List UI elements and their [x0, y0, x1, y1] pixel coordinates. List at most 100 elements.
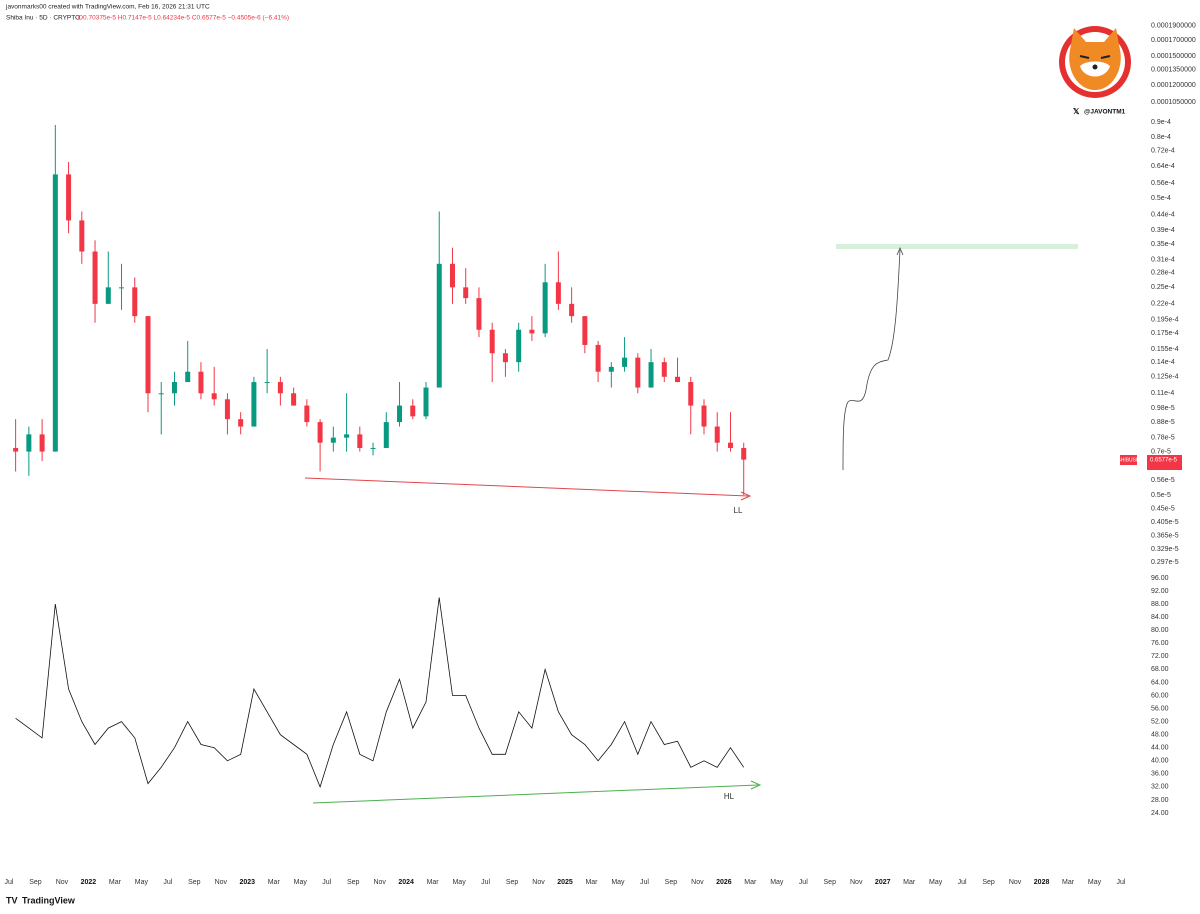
y-tick-label: 72.00 [1151, 653, 1169, 660]
candle-body [648, 362, 654, 388]
x-tick-label: 2022 [81, 879, 97, 886]
x-tick-label: 2026 [716, 879, 732, 886]
y-tick-label: 0.35e-4 [1151, 241, 1175, 248]
rsi-trend-arrow [750, 780, 762, 790]
candle-body [714, 426, 720, 443]
x-tick-label: 2023 [239, 879, 255, 886]
price-trend-line [304, 477, 749, 497]
rsi-line [15, 597, 745, 789]
y-tick-label: 0.195e-4 [1151, 316, 1179, 323]
tv-mark: TV [6, 895, 18, 905]
y-tick-label: 0.297e-5 [1151, 559, 1179, 566]
y-tick-label: 0.56e-4 [1151, 180, 1175, 187]
symbol-line: Shiba Inu · 5D · CRYPTO [6, 15, 80, 22]
x-tick-label: May [770, 879, 784, 886]
y-tick-label: 0.7e-5 [1151, 448, 1171, 455]
candle-body [291, 393, 297, 406]
candle-body [529, 329, 535, 334]
candle-body [675, 376, 681, 383]
x-tick-label: Mar [585, 879, 598, 886]
y-tick-label: 44.00 [1151, 745, 1169, 752]
candle-body [119, 287, 125, 289]
candle-body [105, 287, 111, 304]
y-tick-label: 36.00 [1151, 771, 1169, 778]
candle-body [542, 282, 548, 334]
y-tick-label: 0.155e-4 [1151, 346, 1179, 353]
x-tick-label: May [1088, 879, 1102, 886]
candle-body [516, 329, 522, 363]
y-tick-label: 56.00 [1151, 705, 1169, 712]
candle-body [502, 353, 508, 363]
projection-arrow [896, 246, 904, 256]
candle-body [661, 362, 667, 377]
y-tick-label: 0.8e-4 [1151, 134, 1171, 141]
y-tick-label: 0.329e-5 [1151, 546, 1179, 553]
x-tick-label: Sep [982, 879, 995, 886]
y-tick-label: 0.44e-4 [1151, 211, 1175, 218]
x-tick-label: Sep [824, 879, 837, 886]
y-tick-label: 0.0001500000 [1151, 53, 1196, 60]
x-tick-label: Nov [56, 879, 69, 886]
candle-body [688, 382, 694, 406]
candle-body [251, 382, 257, 427]
price-tag-value: 0.6577e-5 [1150, 458, 1178, 464]
x-tick-label: Jul [799, 879, 808, 886]
x-tick-label: Nov [532, 879, 545, 886]
x-tick-label: Nov [691, 879, 704, 886]
x-tick-label: Sep [506, 879, 519, 886]
y-tick-label: 0.25e-4 [1151, 284, 1175, 291]
y-tick-label: 0.88e-5 [1151, 419, 1175, 426]
candle-body [317, 422, 323, 443]
y-tick-label: 0.22e-4 [1151, 301, 1175, 308]
x-tick-label: Jul [163, 879, 172, 886]
x-tick-label: 2024 [398, 879, 414, 886]
candle-body [595, 344, 601, 372]
x-tick-label: Sep [29, 879, 42, 886]
y-tick-label: 76.00 [1151, 640, 1169, 647]
brand: TradingView [22, 895, 76, 905]
candle-body [198, 371, 204, 394]
candle-body [224, 399, 230, 420]
candle-body [238, 419, 244, 427]
y-tick-label: 28.00 [1151, 797, 1169, 804]
x-tick-label: Jul [322, 879, 331, 886]
x-tick-label: 2027 [875, 879, 891, 886]
candle-body [211, 393, 217, 400]
candle-body [463, 287, 469, 299]
y-tick-label: 0.78e-5 [1151, 434, 1175, 441]
x-tick-label: Mar [268, 879, 281, 886]
candle-body [92, 251, 98, 304]
x-tick-label: Jul [1117, 879, 1126, 886]
x-tick-label: Nov [215, 879, 228, 886]
x-tick-label: Mar [1062, 879, 1075, 886]
x-tick-label: Nov [1009, 879, 1022, 886]
candle-body [39, 434, 45, 452]
x-tick-label: Mar [903, 879, 916, 886]
candle-body [171, 382, 177, 394]
y-tick-label: 68.00 [1151, 666, 1169, 673]
candle-body [741, 447, 747, 460]
y-tick-label: 24.00 [1151, 810, 1169, 817]
y-tick-label: 40.00 [1151, 758, 1169, 765]
y-tick-label: 80.00 [1151, 627, 1169, 634]
candle-body [277, 382, 283, 394]
x-tick-label: Nov [373, 879, 386, 886]
x-tick-label: Mar [427, 879, 440, 886]
candle-body [436, 263, 442, 388]
ll-label: LL [734, 506, 743, 515]
y-tick-label: 0.14e-4 [1151, 359, 1175, 366]
candle-body [66, 174, 72, 221]
candle-body [727, 442, 733, 448]
y-tick-label: 0.175e-4 [1151, 330, 1179, 337]
candle-body [476, 298, 482, 330]
x-icon: 𝕏 [1073, 107, 1080, 116]
candle-body [304, 405, 310, 423]
y-tick-label: 88.00 [1151, 601, 1169, 608]
x-tick-label: Jul [481, 879, 490, 886]
x-tick-label: 2028 [1034, 879, 1050, 886]
y-tick-label: 0.39e-4 [1151, 227, 1175, 234]
candle-body [555, 282, 561, 304]
y-tick-label: 0.0001350000 [1151, 67, 1196, 74]
x-tick-label: May [452, 879, 466, 886]
candle-body [635, 357, 641, 388]
